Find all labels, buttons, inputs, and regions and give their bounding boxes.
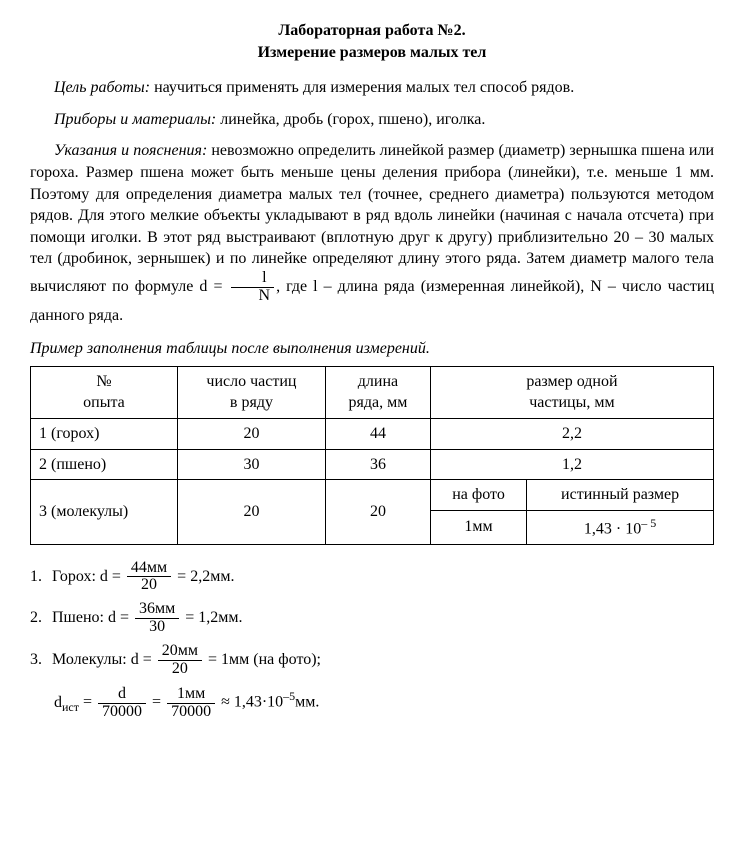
tail: мм. <box>295 694 319 711</box>
calc-fraction: 44мм 20 <box>127 560 171 595</box>
goal-text: научиться применять для измерения малых … <box>150 79 574 96</box>
table-row: 2 (пшено) 30 36 1,2 <box>31 449 714 480</box>
materials-text: линейка, дробь (горох, пшено), иголка. <box>216 111 485 128</box>
cell-l: 36 <box>325 449 430 480</box>
data-table: № опыта число частиц в ряду длина ряда, … <box>30 366 714 545</box>
col-size: размер одной частицы, мм <box>430 366 713 418</box>
cell-name: 2 (пшено) <box>31 449 178 480</box>
cell-photo-label: на фото <box>430 480 526 511</box>
calculations: 1. Горох: d = 44мм 20 = 2,2мм. 2. Пшено:… <box>30 559 714 721</box>
calc-den: 30 <box>135 619 179 636</box>
calc-number: 1. <box>30 559 48 594</box>
instructions-paragraph: Указания и пояснения: невозможно определ… <box>30 140 714 326</box>
col-count: число частиц в ряду <box>177 366 325 418</box>
cell-name: 3 (молекулы) <box>31 480 178 545</box>
calc-num: 1мм <box>167 686 215 704</box>
calc-fraction-a: d 70000 <box>98 686 146 721</box>
calc-number: 3. <box>30 642 48 677</box>
exp: –5 <box>283 689 295 703</box>
formula-den: N <box>231 288 275 305</box>
goal-label: Цель работы: <box>54 79 150 96</box>
col-experiment: № опыта <box>31 366 178 418</box>
dist-d: d <box>54 694 62 711</box>
cell-true-val: 1,43 · 10– 5 <box>527 510 714 544</box>
formula-fraction: l N <box>231 270 275 305</box>
col-size-b: частицы, мм <box>529 394 614 411</box>
calc-item-1: 1. Горох: d = 44мм 20 = 2,2мм. <box>30 559 714 595</box>
cell-l: 20 <box>325 480 430 545</box>
materials-paragraph: Приборы и материалы: линейка, дробь (гор… <box>30 109 714 131</box>
calc-num: 44мм <box>127 560 171 578</box>
calc-result: = 2,2мм. <box>177 568 234 585</box>
cell-photo-val: 1мм <box>430 510 526 544</box>
col-count-a: число частиц <box>206 373 296 390</box>
true-mantissa: 1,43 · 10 <box>584 520 641 537</box>
approx: ≈ 1,43·10 <box>221 694 283 711</box>
dist-symbol: dист <box>54 694 83 711</box>
title-line-2: Измерение размеров малых тел <box>30 42 714 64</box>
instructions-text-1: невозможно определить линейкой размер (д… <box>30 142 714 295</box>
calc-lhs: d = <box>108 609 129 626</box>
calc-result: = 1мм (на фото); <box>208 651 321 668</box>
cell-l: 44 <box>325 418 430 449</box>
title-line-1: Лабораторная работа №2. <box>30 20 714 42</box>
calc-num: 20мм <box>158 643 202 661</box>
col-length-b: ряда, мм <box>349 394 408 411</box>
col-size-a: размер одной <box>526 373 617 390</box>
example-caption: Пример заполнения таблицы после выполнен… <box>30 338 714 360</box>
calc-result: = 1,2мм. <box>185 609 242 626</box>
title: Лабораторная работа №2. Измерение размер… <box>30 20 714 63</box>
cell-n: 30 <box>177 449 325 480</box>
calc-lhs: d = <box>100 568 121 585</box>
formula-lhs: d = <box>199 278 222 295</box>
true-exp: – 5 <box>641 516 656 530</box>
calc-den: 20 <box>158 661 202 678</box>
formula-num: l <box>231 270 275 288</box>
calc-item-3: 3. Молекулы: d = 20мм 20 = 1мм (на фото)… <box>30 642 714 678</box>
col-experiment-a: № <box>96 373 111 390</box>
dist-sub: ист <box>62 700 79 714</box>
col-experiment-b: опыта <box>83 394 125 411</box>
calc-item-3b: dист = d 70000 = 1мм 70000 ≈ 1,43·10–5мм… <box>54 683 714 720</box>
goal-paragraph: Цель работы: научиться применять для изм… <box>30 77 714 99</box>
cell-n: 20 <box>177 480 325 545</box>
cell-n: 20 <box>177 418 325 449</box>
materials-label: Приборы и материалы: <box>54 111 216 128</box>
col-length-a: длина <box>358 373 398 390</box>
table-row-molecules-a: 3 (молекулы) 20 20 на фото истинный разм… <box>31 480 714 511</box>
calc-num: d <box>98 686 146 704</box>
cell-true-label: истинный размер <box>527 480 714 511</box>
calc-lhs: d = <box>131 651 152 668</box>
calc-den: 70000 <box>167 704 215 721</box>
col-count-b: в ряду <box>230 394 273 411</box>
eq1: = <box>83 694 92 711</box>
cell-d: 1,2 <box>430 449 713 480</box>
calc-den: 20 <box>127 577 171 594</box>
calc-fraction-b: 1мм 70000 <box>167 686 215 721</box>
calc-fraction: 36мм 30 <box>135 601 179 636</box>
calc-label: Молекулы: <box>52 651 131 668</box>
table-header-row: № опыта число частиц в ряду длина ряда, … <box>31 366 714 418</box>
calc-fraction: 20мм 20 <box>158 643 202 678</box>
instructions-label: Указания и пояснения: <box>54 142 207 159</box>
calc-den: 70000 <box>98 704 146 721</box>
eq2: = <box>152 694 161 711</box>
calc-label: Пшено: <box>52 609 108 626</box>
calc-label: Горох: <box>52 568 100 585</box>
calc-num: 36мм <box>135 601 179 619</box>
calc-item-2: 2. Пшено: d = 36мм 30 = 1,2мм. <box>30 600 714 636</box>
table-row: 1 (горох) 20 44 2,2 <box>31 418 714 449</box>
col-length: длина ряда, мм <box>325 366 430 418</box>
cell-d: 2,2 <box>430 418 713 449</box>
cell-name: 1 (горох) <box>31 418 178 449</box>
calc-number: 2. <box>30 600 48 635</box>
